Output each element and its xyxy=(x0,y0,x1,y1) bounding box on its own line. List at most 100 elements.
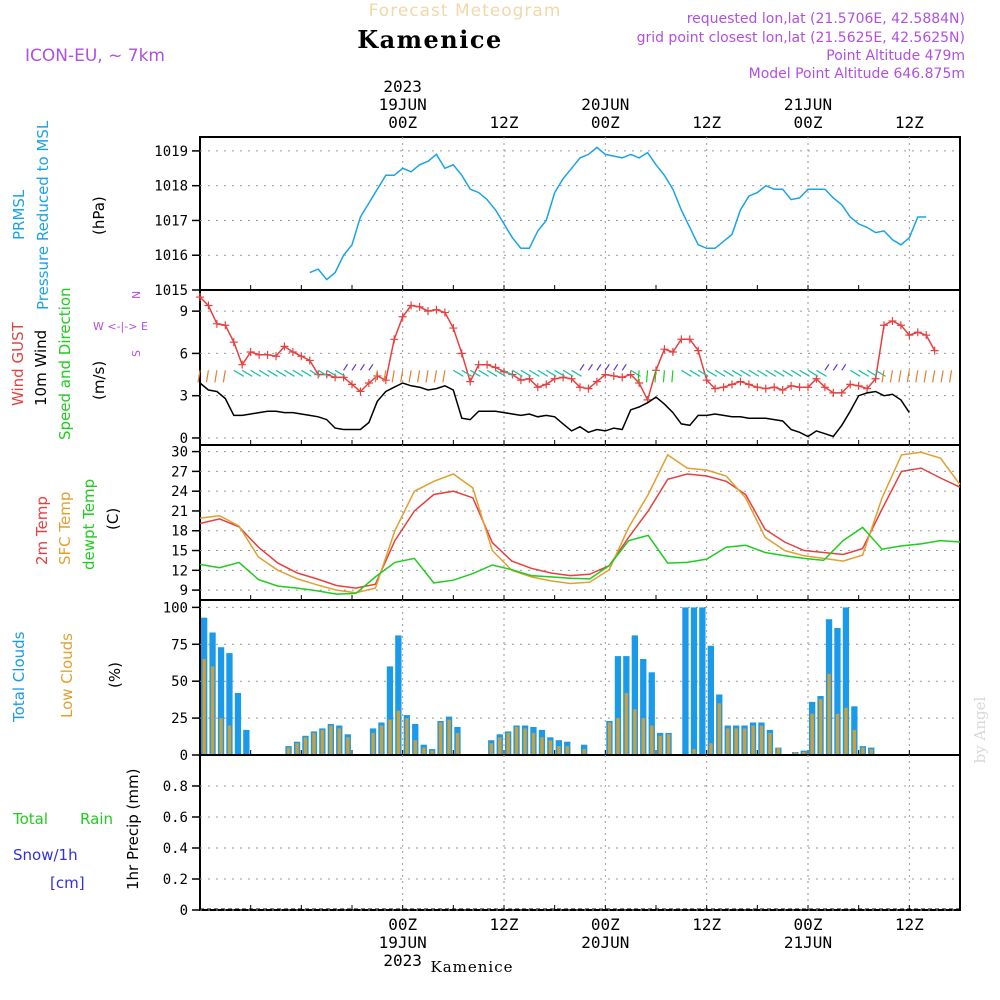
low-cloud-bar xyxy=(717,703,721,754)
wind-arrow xyxy=(520,369,532,377)
low-cloud-bar xyxy=(506,732,510,754)
top-time-label: 19JUN xyxy=(379,95,427,114)
low-cloud-bar xyxy=(413,740,417,754)
wind-panel: 0 3 6 9 xyxy=(180,289,961,447)
wind-arrow xyxy=(503,369,515,377)
wind-ytick-label: 0 xyxy=(180,431,188,447)
low-cloud-bar xyxy=(818,698,823,754)
low-cloud-bar xyxy=(726,728,730,754)
low-cloud-bar xyxy=(835,713,840,754)
wind-arrow xyxy=(453,369,464,377)
low-cloud-bar xyxy=(388,719,392,754)
wind-arrow xyxy=(807,369,819,377)
low-cloud-bar xyxy=(844,707,848,754)
gust-marker xyxy=(896,321,905,330)
gust-marker xyxy=(601,370,610,379)
wind-arrow xyxy=(681,369,692,377)
prmsl-frame xyxy=(199,136,961,291)
wind-arrow xyxy=(469,369,481,377)
gust-marker xyxy=(525,374,534,383)
low-cloud-bar xyxy=(447,719,451,754)
wind-arrow xyxy=(748,369,760,377)
total-cloud-bar xyxy=(699,607,706,754)
gust-marker xyxy=(829,388,838,397)
gust-marker xyxy=(356,387,365,396)
wind-arrow xyxy=(604,363,610,371)
model-altitude: Model Point Altitude 646.875m xyxy=(749,66,965,82)
wind-arrow xyxy=(621,363,627,371)
total-cloud-bar xyxy=(226,653,233,754)
low-cloud-bar xyxy=(810,713,814,754)
low-cloud-bar xyxy=(379,725,384,754)
wind-arrow xyxy=(613,363,619,371)
low-cloud-bar xyxy=(802,752,806,754)
total-cloud-bar xyxy=(234,693,242,754)
wind-arrow xyxy=(267,369,278,377)
c-unit-label: (C) xyxy=(104,508,122,530)
bottom-time-label: 21JUN xyxy=(784,933,832,952)
wind-arrow xyxy=(258,369,270,377)
precip-axis-label: 1hr Precip (mm) xyxy=(124,769,142,890)
gust-marker xyxy=(854,381,863,390)
footer-location: Kamenice xyxy=(431,958,514,976)
wind-series-0 xyxy=(199,296,936,402)
gust-marker xyxy=(322,370,331,379)
wind-arrow xyxy=(923,370,927,383)
top-time-label: 00Z xyxy=(388,113,417,132)
prmsl-label: PRMSL xyxy=(10,189,28,240)
low-cloud-bar xyxy=(227,725,232,754)
gust-marker xyxy=(787,381,796,390)
bottom-time-label: 19JUN xyxy=(379,933,427,952)
low-cloud-bar xyxy=(303,737,308,754)
temp-ytick-label: 24 xyxy=(171,484,188,500)
gust-marker xyxy=(626,370,635,379)
wind-arrow xyxy=(765,369,777,377)
wind-arrow xyxy=(222,370,226,383)
bottom-time-label: 12Z xyxy=(895,915,924,934)
wind-arrow xyxy=(731,369,743,377)
gust-marker xyxy=(272,352,280,361)
low-cloud-bar xyxy=(776,747,781,754)
top-time-label: 00Z xyxy=(591,113,620,132)
wind-arrow xyxy=(571,369,582,377)
low-cloud-bar xyxy=(565,746,569,754)
wind-arrow xyxy=(671,370,674,383)
total-cloud-bar xyxy=(640,659,647,754)
gust-marker xyxy=(196,293,204,302)
location-title: Kamenice xyxy=(357,25,503,54)
gust-marker xyxy=(533,383,542,392)
precip-ytick-label: 0.2 xyxy=(163,872,188,888)
low-cloud-bar xyxy=(641,718,645,754)
gust-marker xyxy=(609,371,618,380)
bottom-time-label: 00Z xyxy=(591,915,620,934)
wind-arrow xyxy=(301,369,312,377)
cm-label: [cm] xyxy=(50,874,85,892)
gust-marker xyxy=(491,363,500,372)
bottom-time-label: 12Z xyxy=(490,915,519,934)
gust-marker xyxy=(255,350,264,359)
gust-marker xyxy=(812,374,821,383)
low-cloud-bar xyxy=(624,693,629,754)
clouds-ytick-label: 25 xyxy=(171,711,188,727)
low-cloud-bar xyxy=(768,732,772,754)
wind-arrow xyxy=(275,369,287,377)
gust-marker xyxy=(457,349,466,358)
gust-marker xyxy=(449,324,458,333)
gust-marker xyxy=(576,383,584,392)
prmsl-ytick-label: 1019 xyxy=(154,144,188,160)
wind-arrow xyxy=(889,370,894,383)
wind-arrow xyxy=(932,370,936,383)
temp-ytick-label: 21 xyxy=(171,504,188,520)
gust-marker xyxy=(474,360,483,369)
wind-arrow xyxy=(832,363,838,371)
temp-series-1 xyxy=(199,451,961,594)
temp-series-2 xyxy=(199,526,961,595)
temp-series-0 xyxy=(199,467,961,589)
wind-arrow xyxy=(512,369,523,377)
wind-arrow xyxy=(197,370,201,383)
gust-marker xyxy=(922,331,931,340)
wind-arrow xyxy=(948,370,953,383)
gust-marker xyxy=(280,342,289,351)
gust-marker xyxy=(711,384,720,393)
wind-arrow xyxy=(309,369,321,377)
